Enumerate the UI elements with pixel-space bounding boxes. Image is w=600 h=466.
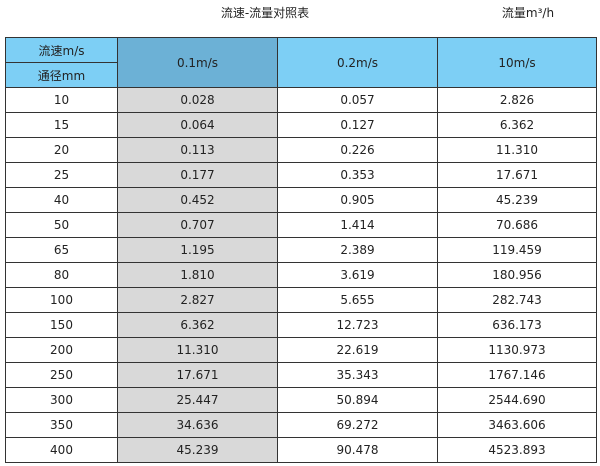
flow-cell: 17.671 bbox=[117, 362, 278, 388]
velocity-header: 流速m/s bbox=[5, 37, 118, 63]
diameter-cell: 65 bbox=[5, 237, 118, 263]
flow-table: 流速m/s 0.1m/s 0.2m/s 10m/s 通径mm 10 0.028 0.… bbox=[5, 37, 597, 463]
table-title: 流速-流量对照表 bbox=[220, 6, 310, 20]
flow-cell: 0.452 bbox=[117, 187, 278, 213]
flow-cell: 1130.973 bbox=[437, 337, 597, 363]
flow-cell: 5.655 bbox=[277, 287, 438, 313]
table-row: 200 11.310 22.619 1130.973 bbox=[5, 337, 597, 363]
flow-cell: 0.905 bbox=[277, 187, 438, 213]
flow-cell: 45.239 bbox=[117, 437, 278, 463]
flow-cell: 636.173 bbox=[437, 312, 597, 338]
diameter-cell: 10 bbox=[5, 87, 118, 113]
table-row: 350 34.636 69.272 3463.606 bbox=[5, 412, 597, 438]
table-row: 40 0.452 0.905 45.239 bbox=[5, 187, 597, 213]
flow-cell: 6.362 bbox=[117, 312, 278, 338]
diameter-cell: 300 bbox=[5, 387, 118, 413]
diameter-cell: 40 bbox=[5, 187, 118, 213]
table-row: 150 6.362 12.723 636.173 bbox=[5, 312, 597, 338]
flow-cell: 0.028 bbox=[117, 87, 278, 113]
flow-cell: 11.310 bbox=[437, 137, 597, 163]
flow-cell: 0.226 bbox=[277, 137, 438, 163]
diameter-cell: 80 bbox=[5, 262, 118, 288]
flow-cell: 0.707 bbox=[117, 212, 278, 238]
flow-cell: 50.894 bbox=[277, 387, 438, 413]
table-row: 80 1.810 3.619 180.956 bbox=[5, 262, 597, 288]
unit-label: 流量m³/h bbox=[501, 6, 555, 20]
diameter-cell: 15 bbox=[5, 112, 118, 138]
flow-cell: 22.619 bbox=[277, 337, 438, 363]
table-row: 50 0.707 1.414 70.686 bbox=[5, 212, 597, 238]
flow-cell: 0.353 bbox=[277, 162, 438, 188]
column-header: 0.2m/s bbox=[277, 37, 438, 88]
diameter-cell: 100 bbox=[5, 287, 118, 313]
flow-cell: 282.743 bbox=[437, 287, 597, 313]
diameter-cell: 50 bbox=[5, 212, 118, 238]
table-row: 300 25.447 50.894 2544.690 bbox=[5, 387, 597, 413]
flow-cell: 69.272 bbox=[277, 412, 438, 438]
flow-cell: 17.671 bbox=[437, 162, 597, 188]
table-row: 65 1.195 2.389 119.459 bbox=[5, 237, 597, 263]
flow-cell: 1.195 bbox=[117, 237, 278, 263]
table-row: 25 0.177 0.353 17.671 bbox=[5, 162, 597, 188]
flow-cell: 2.389 bbox=[277, 237, 438, 263]
flow-cell: 0.064 bbox=[117, 112, 278, 138]
flow-cell: 1.810 bbox=[117, 262, 278, 288]
table-row: 15 0.064 0.127 6.362 bbox=[5, 112, 597, 138]
table-row: 250 17.671 35.343 1767.146 bbox=[5, 362, 597, 388]
flow-cell: 6.362 bbox=[437, 112, 597, 138]
flow-cell: 3463.606 bbox=[437, 412, 597, 438]
flow-cell: 0.057 bbox=[277, 87, 438, 113]
flow-cell: 11.310 bbox=[117, 337, 278, 363]
flow-cell: 4523.893 bbox=[437, 437, 597, 463]
flow-cell: 3.619 bbox=[277, 262, 438, 288]
flow-cell: 0.113 bbox=[117, 137, 278, 163]
column-header: 10m/s bbox=[437, 37, 597, 88]
diameter-cell: 250 bbox=[5, 362, 118, 388]
flow-cell: 2.826 bbox=[437, 87, 597, 113]
flow-cell: 1.414 bbox=[277, 212, 438, 238]
flow-cell: 1767.146 bbox=[437, 362, 597, 388]
flow-cell: 25.447 bbox=[117, 387, 278, 413]
flow-cell: 0.127 bbox=[277, 112, 438, 138]
diameter-cell: 200 bbox=[5, 337, 118, 363]
diameter-cell: 150 bbox=[5, 312, 118, 338]
flow-cell: 90.478 bbox=[277, 437, 438, 463]
table-row: 400 45.239 90.478 4523.893 bbox=[5, 437, 597, 463]
flow-cell: 119.459 bbox=[437, 237, 597, 263]
flow-cell: 70.686 bbox=[437, 212, 597, 238]
flow-cell: 0.177 bbox=[117, 162, 278, 188]
flow-cell: 35.343 bbox=[277, 362, 438, 388]
diameter-cell: 350 bbox=[5, 412, 118, 438]
diameter-header: 通径mm bbox=[5, 62, 118, 88]
diameter-cell: 25 bbox=[5, 162, 118, 188]
flow-cell: 2.827 bbox=[117, 287, 278, 313]
column-header: 0.1m/s bbox=[117, 37, 278, 88]
flow-cell: 45.239 bbox=[437, 187, 597, 213]
flow-cell: 34.636 bbox=[117, 412, 278, 438]
diameter-cell: 20 bbox=[5, 137, 118, 163]
table-row: 20 0.113 0.226 11.310 bbox=[5, 137, 597, 163]
table-row: 100 2.827 5.655 282.743 bbox=[5, 287, 597, 313]
flow-cell: 180.956 bbox=[437, 262, 597, 288]
table-row: 10 0.028 0.057 2.826 bbox=[5, 87, 597, 113]
flow-cell: 12.723 bbox=[277, 312, 438, 338]
diameter-cell: 400 bbox=[5, 437, 118, 463]
flow-cell: 2544.690 bbox=[437, 387, 597, 413]
